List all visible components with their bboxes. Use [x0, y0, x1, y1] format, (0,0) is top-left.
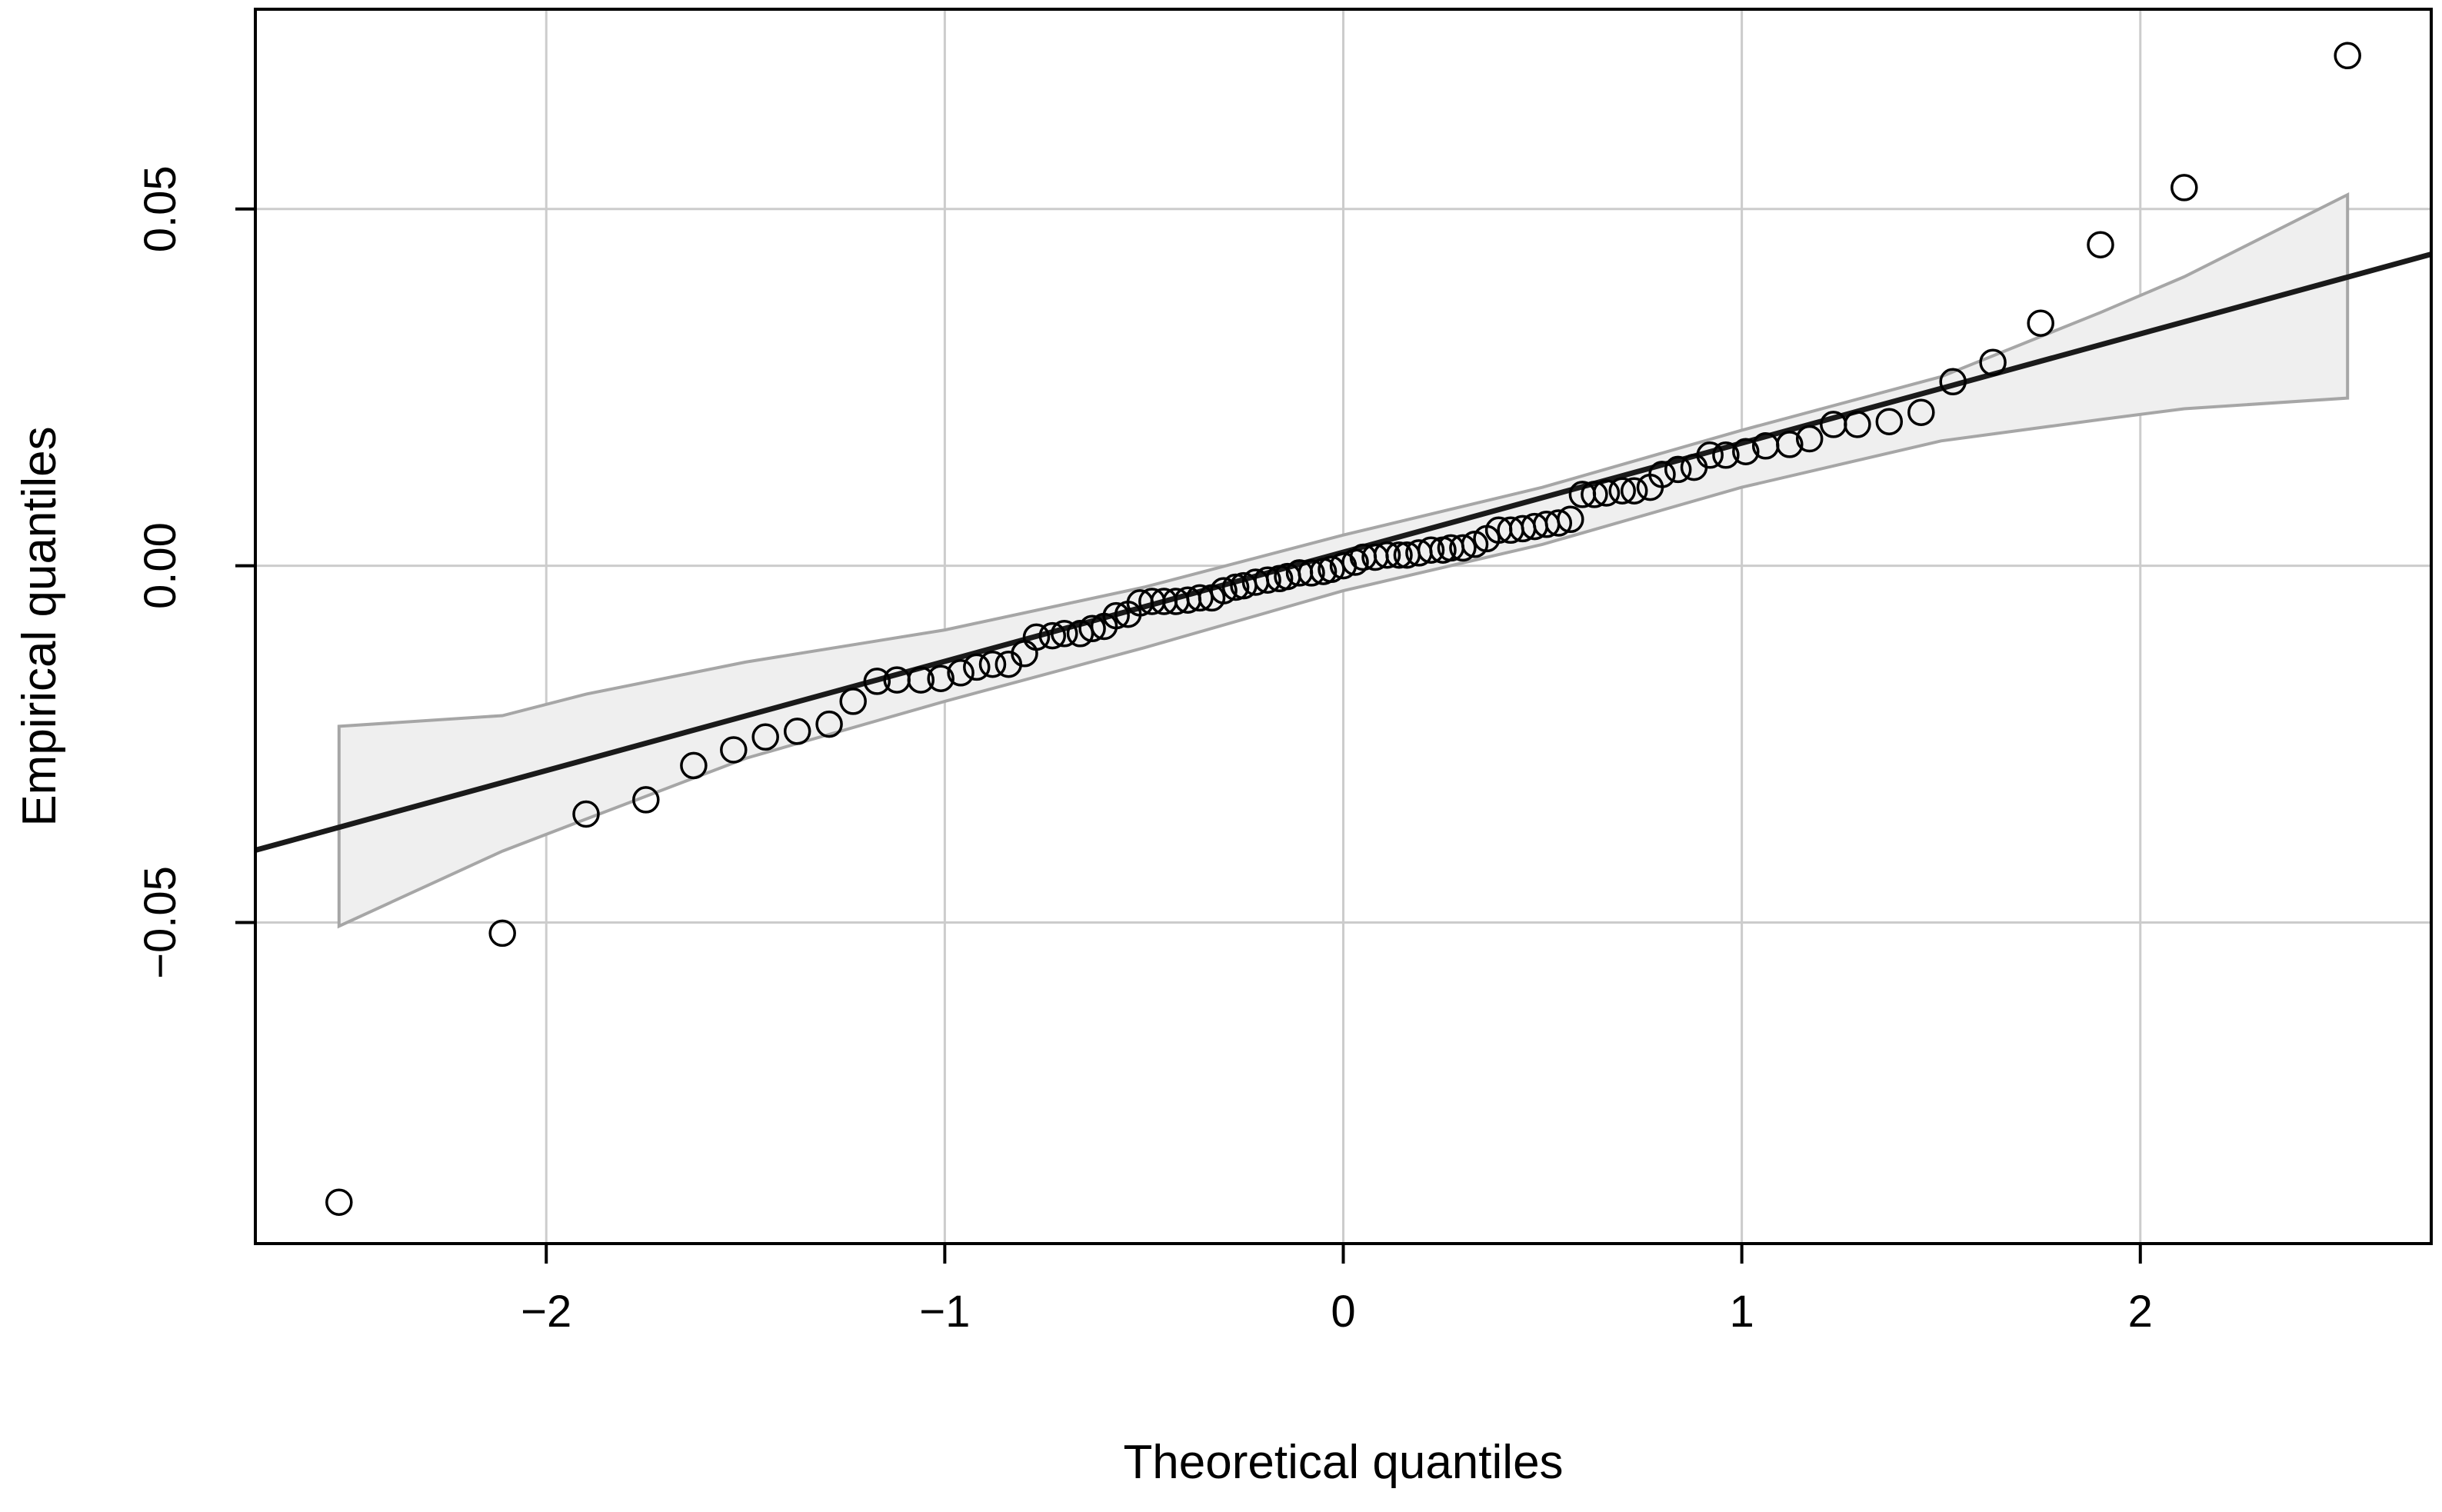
- data-point-13: [927, 664, 954, 692]
- data-point-89: [2170, 174, 2198, 201]
- x-tick-label-0: −2: [521, 1287, 571, 1337]
- x-tick-label-1: −1: [919, 1287, 970, 1337]
- data-point-23: [1078, 614, 1106, 643]
- x-axis-ticks: −2 −1 0 1 2: [521, 1244, 2153, 1337]
- y-tick-label-2: 0.05: [135, 165, 185, 252]
- data-point-70: [1620, 477, 1648, 505]
- data-point-7: [783, 718, 811, 745]
- data-point-3: [632, 786, 660, 814]
- data-point-0: [325, 1188, 353, 1216]
- data-point-90: [2334, 42, 2361, 70]
- data-point-1: [488, 919, 516, 947]
- data-point-75: [1696, 441, 1724, 469]
- y-tick-label-0: −0.05: [135, 866, 185, 979]
- y-axis-ticks: −0.05 0.00 0.05: [135, 165, 255, 979]
- data-point-85: [1939, 368, 1967, 396]
- data-point-73: [1664, 455, 1692, 484]
- data-point-82: [1844, 411, 1871, 438]
- data-point-34: [1210, 577, 1238, 604]
- data-point-49: [1373, 541, 1401, 569]
- data-point-50: [1385, 541, 1413, 569]
- data-point-15: [963, 653, 991, 681]
- data-point-76: [1712, 441, 1740, 469]
- data-point-16: [978, 650, 1007, 678]
- data-point-25: [1102, 601, 1130, 630]
- data-point-64: [1544, 509, 1573, 537]
- data-point-4: [680, 751, 708, 780]
- x-axis-title: Theoretical quantiles: [1123, 1436, 1563, 1489]
- data-point-12: [907, 666, 935, 694]
- data-point-56: [1449, 534, 1477, 562]
- data-point-46: [1341, 548, 1369, 576]
- data-point-80: [1795, 425, 1824, 453]
- data-point-20: [1038, 621, 1067, 650]
- y-axis-title: Empirical quantiles: [13, 426, 66, 826]
- data-point-88: [2087, 231, 2114, 258]
- data-points: [325, 42, 2361, 1216]
- data-point-67: [1581, 481, 1608, 508]
- data-point-19: [1022, 623, 1051, 651]
- data-point-65: [1557, 505, 1584, 534]
- data-point-86: [1979, 348, 2007, 376]
- data-point-21: [1051, 620, 1078, 648]
- data-point-10: [863, 668, 891, 695]
- data-point-38: [1254, 566, 1281, 594]
- data-point-6: [751, 723, 779, 751]
- x-tick-label-2: 0: [1331, 1287, 1355, 1337]
- data-point-84: [1907, 398, 1935, 426]
- data-point-53: [1417, 536, 1445, 564]
- data-point-2: [572, 800, 600, 828]
- y-tick-label-1: 0.00: [135, 522, 185, 609]
- data-point-8: [815, 710, 843, 738]
- data-point-72: [1648, 461, 1676, 488]
- data-point-14: [947, 659, 974, 687]
- data-point-83: [1875, 408, 1904, 435]
- data-point-69: [1608, 477, 1636, 505]
- data-point-9: [839, 688, 867, 715]
- grid-lines: [255, 9, 2431, 1244]
- data-point-68: [1592, 479, 1621, 507]
- data-point-77: [1732, 438, 1760, 465]
- data-point-42: [1298, 559, 1325, 587]
- data-point-79: [1776, 431, 1804, 458]
- x-tick-label-4: 2: [2128, 1287, 2153, 1337]
- data-point-87: [2027, 309, 2054, 337]
- data-point-5: [720, 736, 748, 764]
- x-tick-label-3: 1: [1729, 1287, 1754, 1337]
